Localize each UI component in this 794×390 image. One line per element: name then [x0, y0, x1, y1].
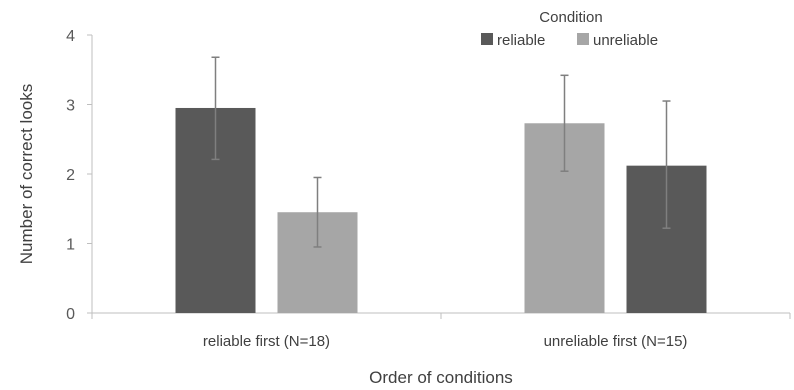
legend: Condition reliable unreliable [481, 9, 658, 49]
legend-title: Condition [539, 9, 602, 26]
y-axis-title: Number of correct looks [17, 84, 36, 264]
x-axis-title: Order of conditions [369, 368, 513, 387]
legend-swatch-reliable [481, 33, 493, 45]
y-tick-label: 1 [66, 237, 75, 254]
labels: reliable first (N=18) unreliable first (N… [17, 84, 687, 387]
y-tick-label: 2 [66, 167, 75, 184]
y-tick-label: 4 [66, 28, 75, 45]
y-tick-label: 3 [66, 98, 75, 115]
x-category-label: unreliable first (N=15) [544, 333, 688, 350]
error-bars [211, 56, 671, 248]
bars [175, 107, 707, 313]
y-tick-label: 0 [66, 306, 75, 323]
legend-label-unreliable: unreliable [593, 32, 658, 49]
x-category-label: reliable first (N=18) [203, 333, 330, 350]
legend-label-reliable: reliable [497, 32, 545, 49]
legend-swatch-unreliable [577, 33, 589, 45]
